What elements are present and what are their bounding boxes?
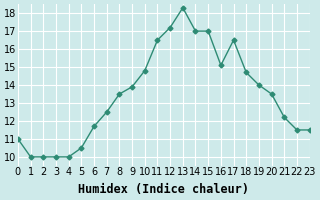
X-axis label: Humidex (Indice chaleur): Humidex (Indice chaleur) [78,183,249,196]
